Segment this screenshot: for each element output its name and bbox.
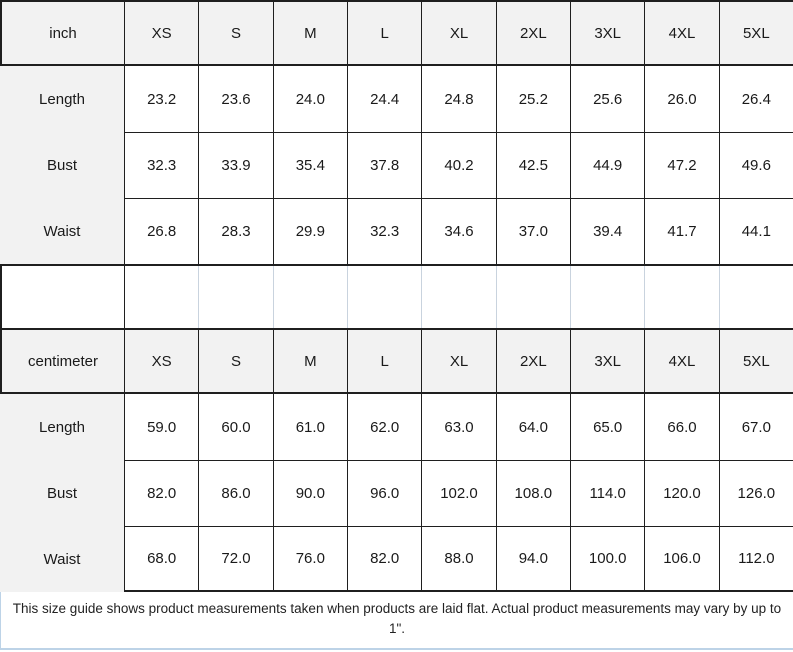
spacer-cell xyxy=(347,266,421,328)
value-cell: 60.0 xyxy=(198,394,273,460)
value-cell: 32.3 xyxy=(347,198,422,264)
size-header-cell: XS xyxy=(124,0,199,66)
value-cell: 96.0 xyxy=(347,460,422,526)
value-cell: 94.0 xyxy=(495,526,570,592)
size-guide-note: This size guide shows product measuremen… xyxy=(0,592,793,650)
value-cell: 72.0 xyxy=(198,526,273,592)
size-header-cell: S xyxy=(198,0,273,66)
value-cell: 82.0 xyxy=(124,460,199,526)
size-header-cell: XL xyxy=(421,330,496,394)
value-cell: 40.2 xyxy=(421,132,496,198)
value-cell: 88.0 xyxy=(421,526,496,592)
spacer-cell xyxy=(421,266,495,328)
value-cell: 34.6 xyxy=(421,198,496,264)
size-header-cell: 2XL xyxy=(495,0,570,66)
spacer-row xyxy=(0,264,793,330)
value-cell: 67.0 xyxy=(718,394,793,460)
value-cell: 32.3 xyxy=(124,132,199,198)
spacer-cell xyxy=(272,266,347,328)
value-cell: 24.0 xyxy=(272,66,347,132)
size-header-cell: 3XL xyxy=(570,330,645,394)
size-table-inch: inch XS S M L XL 2XL 3XL 4XL 5XL Length 23.2 23.6 24.… xyxy=(0,0,793,264)
size-table-centimeter: centimeter XS S M L XL 2XL 3XL 4XL 5XL Length 59.0 6… xyxy=(0,330,793,592)
value-cell: 44.1 xyxy=(718,198,793,264)
value-cell: 68.0 xyxy=(124,526,199,592)
row-label-cell: Length xyxy=(0,394,124,460)
value-cell: 25.6 xyxy=(570,66,645,132)
value-cell: 66.0 xyxy=(644,394,719,460)
unit-header-cell: inch xyxy=(0,0,124,66)
size-header-cell: 3XL xyxy=(570,0,645,66)
value-cell: 26.0 xyxy=(644,66,719,132)
value-cell: 28.3 xyxy=(198,198,273,264)
value-cell: 62.0 xyxy=(347,394,422,460)
value-cell: 120.0 xyxy=(644,460,719,526)
size-header-cell: 5XL xyxy=(718,0,793,66)
value-cell: 82.0 xyxy=(347,526,422,592)
value-cell: 24.8 xyxy=(421,66,496,132)
value-cell: 108.0 xyxy=(495,460,570,526)
value-cell: 90.0 xyxy=(272,460,347,526)
unit-header-cell: centimeter xyxy=(0,330,124,394)
value-cell: 76.0 xyxy=(272,526,347,592)
size-guide-note-text: This size guide shows product measuremen… xyxy=(12,601,782,636)
value-cell: 39.4 xyxy=(570,198,645,264)
spacer-cell xyxy=(198,266,272,328)
value-cell: 26.8 xyxy=(124,198,199,264)
value-cell: 126.0 xyxy=(718,460,793,526)
spacer-cell xyxy=(644,266,718,328)
size-header-cell: S xyxy=(198,330,273,394)
value-cell: 102.0 xyxy=(421,460,496,526)
value-cell: 37.0 xyxy=(495,198,570,264)
value-cell: 106.0 xyxy=(644,526,719,592)
size-header-cell: XL xyxy=(421,0,496,66)
row-label-cell: Length xyxy=(0,66,124,132)
value-cell: 42.5 xyxy=(495,132,570,198)
value-cell: 37.8 xyxy=(347,132,422,198)
value-cell: 44.9 xyxy=(570,132,645,198)
spacer-cell xyxy=(570,266,644,328)
value-cell: 24.4 xyxy=(347,66,422,132)
value-cell: 25.2 xyxy=(495,66,570,132)
value-cell: 23.2 xyxy=(124,66,199,132)
value-cell: 41.7 xyxy=(644,198,719,264)
spacer-cell xyxy=(495,266,570,328)
spacer-cell xyxy=(124,266,198,328)
value-cell: 33.9 xyxy=(198,132,273,198)
value-cell: 26.4 xyxy=(718,66,793,132)
size-header-cell: L xyxy=(347,330,422,394)
size-header-cell: 2XL xyxy=(495,330,570,394)
row-label-cell: Waist xyxy=(0,198,124,264)
value-cell: 63.0 xyxy=(421,394,496,460)
size-header-cell: 4XL xyxy=(644,330,719,394)
size-header-cell: 4XL xyxy=(644,0,719,66)
size-header-cell: XS xyxy=(124,330,199,394)
spacer-cell xyxy=(0,266,124,328)
value-cell: 35.4 xyxy=(272,132,347,198)
value-cell: 29.9 xyxy=(272,198,347,264)
value-cell: 64.0 xyxy=(495,394,570,460)
row-label-cell: Waist xyxy=(0,526,124,592)
size-header-cell: M xyxy=(272,330,347,394)
value-cell: 86.0 xyxy=(198,460,273,526)
value-cell: 114.0 xyxy=(570,460,645,526)
value-cell: 61.0 xyxy=(272,394,347,460)
row-label-cell: Bust xyxy=(0,132,124,198)
value-cell: 65.0 xyxy=(570,394,645,460)
size-header-cell: 5XL xyxy=(718,330,793,394)
value-cell: 49.6 xyxy=(718,132,793,198)
size-header-cell: M xyxy=(272,0,347,66)
size-header-cell: L xyxy=(347,0,422,66)
value-cell: 47.2 xyxy=(644,132,719,198)
spacer-cell xyxy=(718,266,793,328)
value-cell: 100.0 xyxy=(570,526,645,592)
row-label-cell: Bust xyxy=(0,460,124,526)
value-cell: 59.0 xyxy=(124,394,199,460)
value-cell: 112.0 xyxy=(718,526,793,592)
value-cell: 23.6 xyxy=(198,66,273,132)
